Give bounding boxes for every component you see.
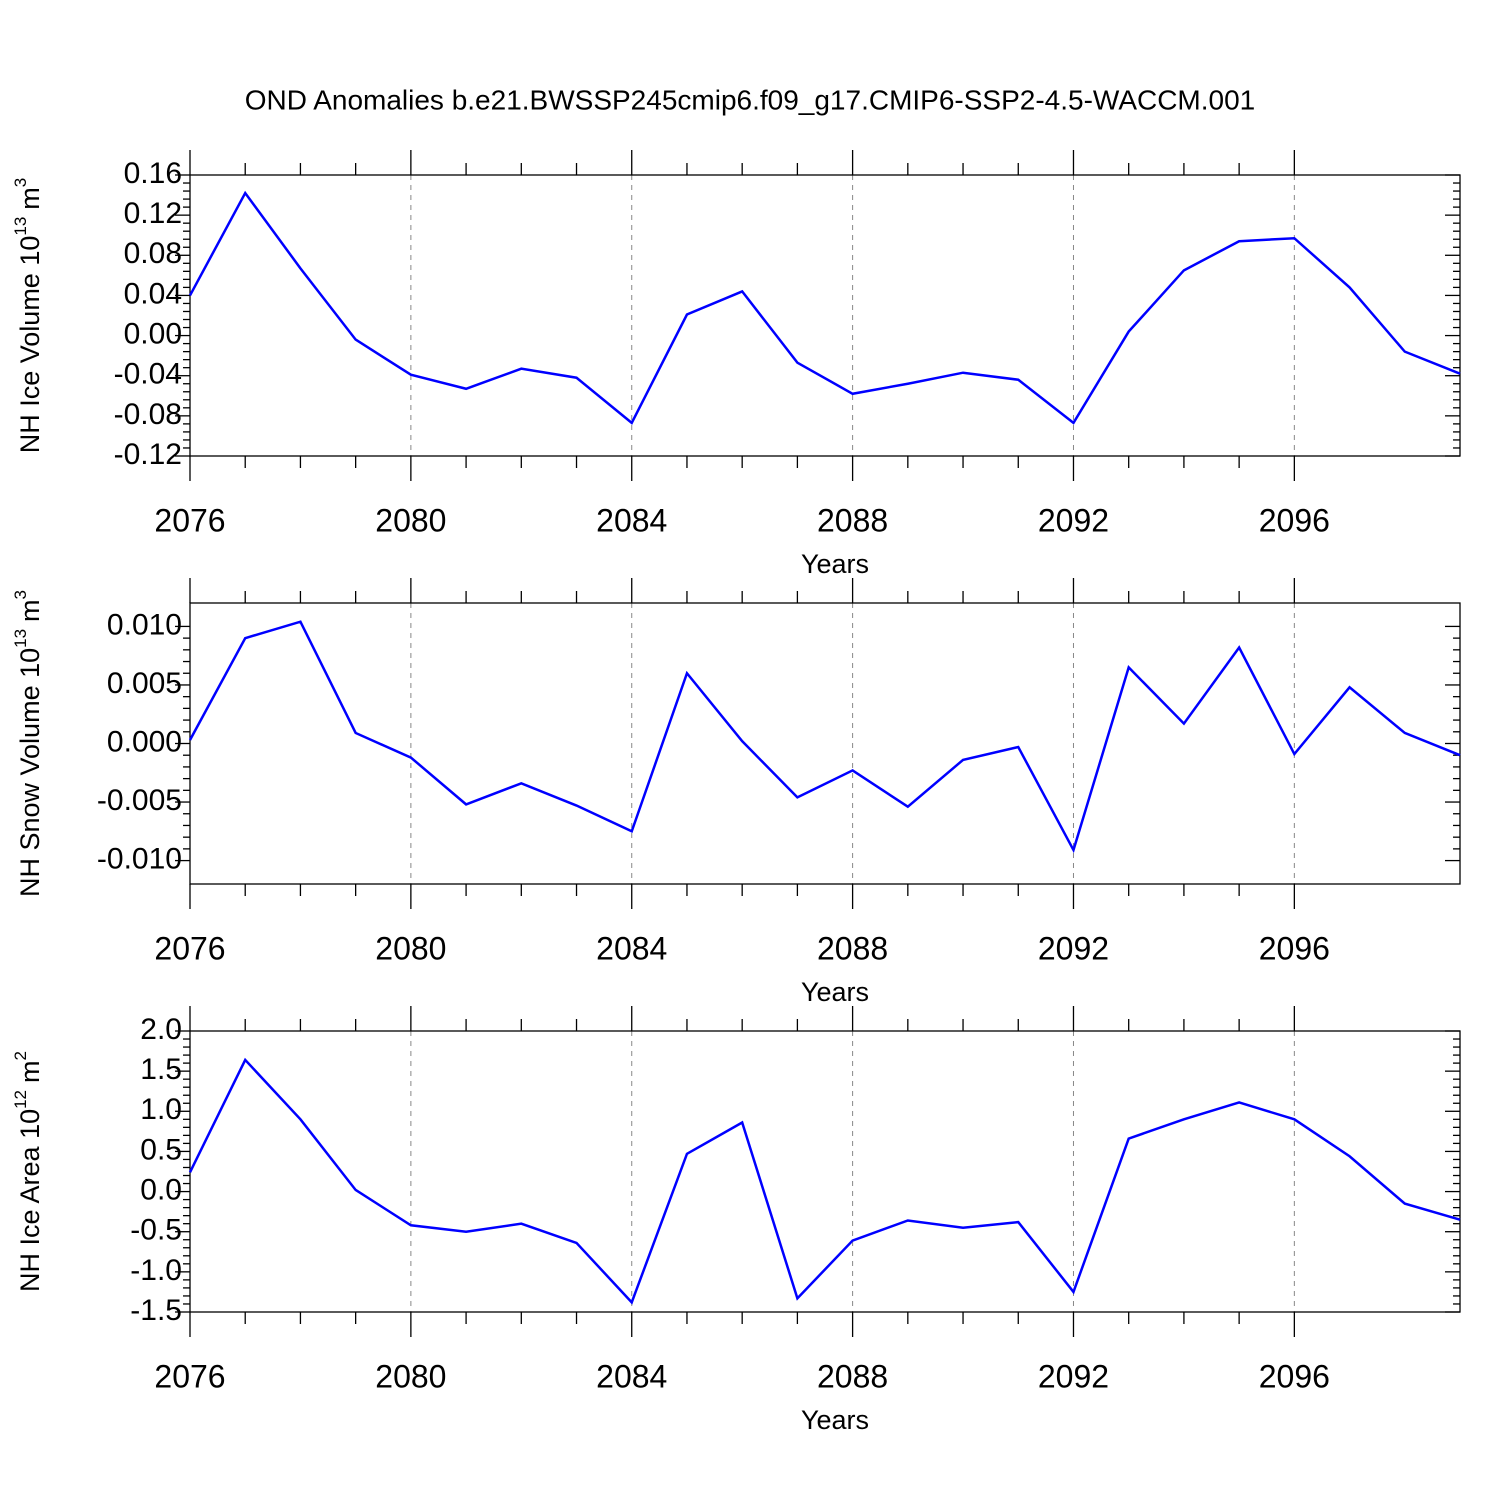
y-axis-title-exponent: 13: [11, 629, 30, 648]
x-axis-title: Years: [801, 977, 869, 1007]
data-line: [188, 620, 1461, 854]
x-tick-label: 2096: [1259, 1358, 1330, 1394]
y-axis-title-part: NH Snow Volume 10: [15, 648, 45, 897]
y-axis-title-exponent: 2: [11, 1051, 30, 1060]
x-tick-label: 2088: [817, 502, 888, 538]
x-tick-label: 2084: [596, 930, 667, 966]
y-axis-title-part: NH Ice Area 10: [15, 1109, 45, 1292]
y-axis-title-part: m: [15, 599, 45, 622]
y-axis-title-exponent: 3: [11, 178, 30, 187]
y-tick-label: 0.005: [107, 667, 182, 700]
y-tick-label: 0.08: [124, 237, 182, 270]
y-axis-title: NH Ice Area 1012 m2: [11, 1051, 45, 1292]
panel: 2076 2080 2084 2088 2092 2096 0.010 0.005 0.000 -…: [11, 578, 1461, 1007]
y-tick-label: -0.5: [130, 1214, 182, 1247]
x-tick-label: 2088: [817, 1358, 888, 1394]
y-tick-label: -0.04: [114, 358, 182, 391]
y-tick-label: 0.04: [124, 277, 182, 310]
y-tick-label: 1.0: [140, 1093, 182, 1126]
y-tick-label: -0.12: [114, 438, 182, 471]
x-tick-label: 2092: [1038, 1358, 1109, 1394]
x-tick-label: 2092: [1038, 502, 1109, 538]
y-tick-label: 0.16: [124, 157, 182, 190]
y-axis-title: NH Snow Volume 1013 m3: [11, 590, 45, 897]
y-tick-label: 0.000: [107, 725, 182, 758]
y-tick-label: -0.005: [97, 784, 182, 817]
y-tick-label: 0.5: [140, 1133, 182, 1166]
y-tick-label: -1.5: [130, 1294, 182, 1327]
x-tick-label: 2076: [154, 930, 225, 966]
x-tick-label: 2092: [1038, 930, 1109, 966]
y-axis-title-exponent: 13: [11, 217, 30, 236]
y-axis-title-exponent: 3: [11, 590, 30, 599]
y-tick-label: 0.0: [140, 1173, 182, 1206]
x-tick-label: 2076: [154, 502, 225, 538]
x-tick-label: 2096: [1259, 502, 1330, 538]
y-axis-title-part: m: [15, 1060, 45, 1083]
x-tick-label: 2080: [375, 930, 446, 966]
x-tick-label: 2096: [1259, 930, 1330, 966]
x-tick-label: 2080: [375, 502, 446, 538]
y-tick-label: 0.12: [124, 197, 182, 230]
figure-title: OND Anomalies b.e21.BWSSP245cmip6.f09_g1…: [245, 84, 1256, 115]
data-line: [188, 1057, 1461, 1305]
x-axis-title: Years: [801, 1405, 869, 1435]
x-tick-label: 2088: [817, 930, 888, 966]
plot-frame: [189, 602, 1461, 885]
x-axis-title: Years: [801, 549, 869, 579]
y-tick-label: 2.0: [140, 1013, 182, 1046]
x-tick-label: 2080: [375, 1358, 446, 1394]
y-tick-label: 0.00: [124, 317, 182, 350]
y-tick-label: -0.08: [114, 398, 182, 431]
y-tick-label: -1.0: [130, 1254, 182, 1287]
y-axis-title-part: NH Ice Volume 10: [15, 236, 45, 454]
x-tick-label: 2076: [154, 1358, 225, 1394]
y-axis-title-exponent: 12: [11, 1090, 30, 1109]
y-tick-label: 1.5: [140, 1053, 182, 1086]
data-line: [188, 190, 1461, 425]
panel: 2076 2080 2084 2088 2092 2096 2.0 1.5 1.0 0.5 0.0 -…: [11, 1006, 1461, 1435]
y-tick-label: 0.010: [107, 608, 182, 641]
y-axis-title-part: m: [15, 187, 45, 210]
x-tick-label: 2084: [596, 1358, 667, 1394]
y-tick-label: -0.010: [97, 843, 182, 876]
panel: 2076 2080 2084 2088 2092 2096 0.16 0.12 0.08 0.04…: [11, 150, 1461, 579]
plot-frame: [189, 174, 1461, 457]
y-axis-title: NH Ice Volume 1013 m3: [11, 178, 45, 454]
x-tick-label: 2084: [596, 502, 667, 538]
